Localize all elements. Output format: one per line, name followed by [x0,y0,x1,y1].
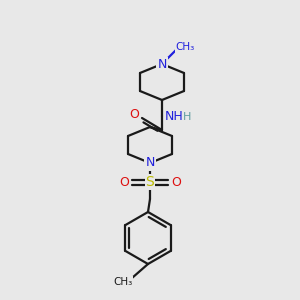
Text: CH₃: CH₃ [113,277,133,287]
Text: CH₃: CH₃ [176,42,195,52]
Text: O: O [171,176,181,188]
Text: O: O [129,107,139,121]
Text: S: S [146,175,154,189]
Text: NH: NH [165,110,183,124]
Text: O: O [119,176,129,188]
Text: N: N [145,157,155,169]
Text: H: H [183,112,191,122]
Text: N: N [157,58,167,70]
